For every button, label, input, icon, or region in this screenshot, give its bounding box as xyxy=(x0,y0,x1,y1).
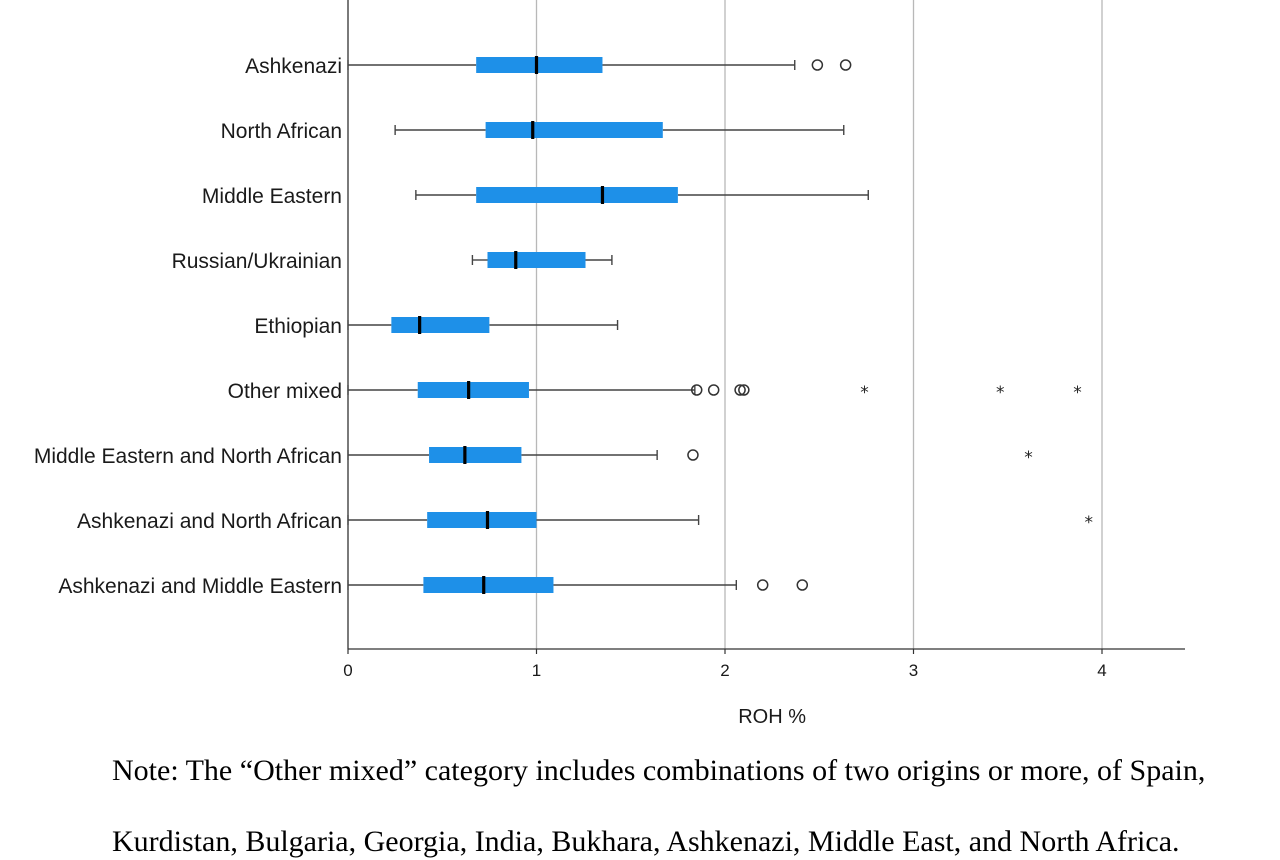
category-label: North African xyxy=(221,120,342,143)
iqr-box xyxy=(485,122,663,138)
iqr-box xyxy=(417,382,529,398)
outlier-point xyxy=(690,384,703,396)
outlier-point xyxy=(796,579,809,591)
box-group: * xyxy=(347,446,1033,468)
outlier-point xyxy=(756,579,769,591)
extreme-point: * xyxy=(1085,513,1094,533)
category-label: Ashkenazi and North African xyxy=(77,510,342,533)
x-tick-label: 0 xyxy=(343,661,352,680)
category-label: Russian/Ukrainian xyxy=(172,250,342,273)
category-label: Middle Eastern and North African xyxy=(34,445,342,468)
category-label: Ashkenazi xyxy=(245,55,342,78)
box-group xyxy=(415,186,869,204)
box-group xyxy=(347,56,852,74)
outlier-point xyxy=(734,384,746,396)
note-line-2: Kurdistan, Bulgaria, Georgia, India, Buk… xyxy=(112,825,1180,858)
box-series: * * * * * xyxy=(347,56,1094,594)
iqr-box xyxy=(391,317,490,333)
box-group xyxy=(347,576,809,594)
outlier-point xyxy=(687,449,699,461)
iqr-box xyxy=(476,187,678,203)
iqr-box xyxy=(487,252,586,268)
category-label: Ethiopian xyxy=(254,315,342,338)
iqr-box xyxy=(429,447,522,463)
outlier-point xyxy=(738,384,750,396)
extreme-point: * xyxy=(1073,383,1082,403)
extreme-point: * xyxy=(996,383,1005,403)
category-label: Ashkenazi and Middle Eastern xyxy=(58,575,342,598)
x-tick-label: 1 xyxy=(532,661,541,680)
extreme-point: * xyxy=(860,383,869,403)
roh-boxplot-chart: * * * * * Ashkenazi North African Middle Easte… xyxy=(34,0,1185,728)
category-labels: Ashkenazi North African Middle Eastern Russ… xyxy=(34,55,342,598)
x-axis-title: ROH % xyxy=(738,706,806,728)
box-group: * xyxy=(347,511,1094,533)
box-group xyxy=(394,121,845,139)
iqr-box xyxy=(476,57,603,73)
outlier-point xyxy=(839,59,852,71)
iqr-box xyxy=(427,512,537,528)
note-line-1: Note: The “Other mixed” category include… xyxy=(112,754,1206,787)
box-group xyxy=(471,251,613,269)
x-tick-label: 2 xyxy=(720,661,729,680)
x-tick-label: 4 xyxy=(1097,661,1106,680)
x-tick-label: 3 xyxy=(909,661,918,680)
category-label: Other mixed xyxy=(228,380,342,403)
category-label: Middle Eastern xyxy=(202,185,342,208)
box-group xyxy=(347,316,619,334)
x-tick-labels: 0 1 2 3 4 xyxy=(343,661,1106,680)
box-group: * * * xyxy=(347,381,1082,403)
outlier-point xyxy=(811,59,824,71)
iqr-box xyxy=(423,577,554,593)
gridlines xyxy=(535,0,1103,649)
outlier-point xyxy=(707,384,720,396)
extreme-point: * xyxy=(1024,448,1033,468)
